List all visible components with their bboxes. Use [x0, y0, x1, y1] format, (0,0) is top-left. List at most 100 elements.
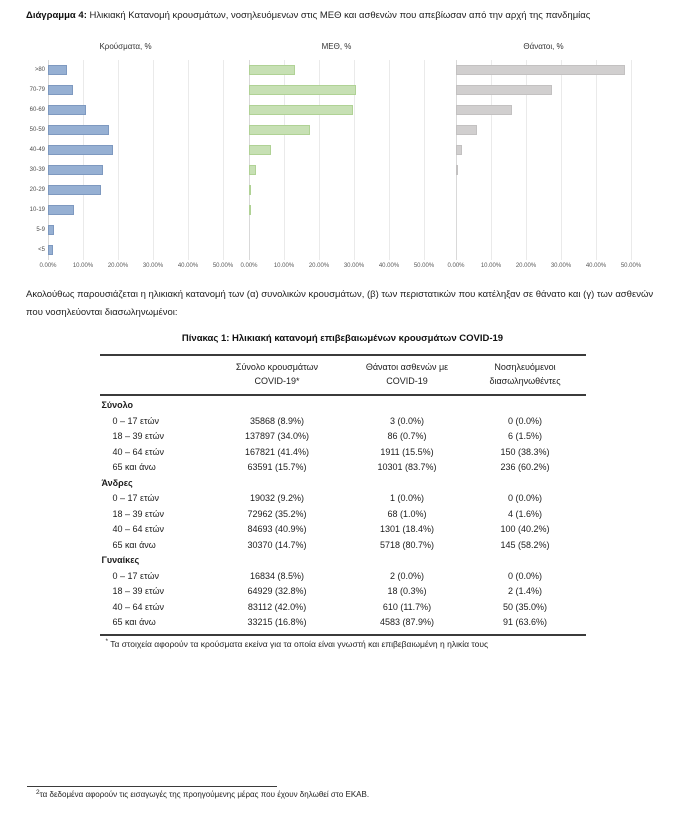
- tick-label: 10.00%: [72, 263, 94, 270]
- bar-70-79: [48, 85, 73, 96]
- table-row: 0 – 17 ετών 16834 (8.5%) 2 (0.0%) 0 (0.0%): [100, 569, 586, 585]
- gridline: [153, 60, 154, 261]
- bar-row: [456, 160, 631, 180]
- table-header: Σύνολο κρουσμάτων COVID-19* Θάνατοι ασθε…: [99, 354, 586, 397]
- value-cell: 610 (11.7%): [382, 601, 432, 612]
- gridline: [526, 60, 527, 261]
- bar-row: [48, 140, 223, 160]
- category-axis: >80 70-79 60-69 50-59 40-49 30-39 20-29 10-19 5-…: [28, 60, 48, 260]
- tick-label: 30.00%: [142, 263, 164, 270]
- bar-40-49: [456, 145, 462, 156]
- table: Σύνολο κρουσμάτων COVID-19* Θάνατοι ασθε…: [99, 354, 586, 649]
- section-row: Γυναίκες: [101, 555, 140, 566]
- value-cell: 91 (63.6%): [502, 617, 548, 628]
- table-row: 65 και άνω 63591 (15.7%) 10301 (83.7%) 236 …: [100, 460, 586, 476]
- age-group-cell: 0 – 17 ετών: [112, 415, 160, 426]
- category-label: 20-29: [29, 187, 45, 194]
- bar-row: [48, 240, 223, 260]
- value-cell: 150 (38.3%): [500, 446, 550, 457]
- value-cell: 236 (60.2%): [500, 462, 550, 473]
- bar-60-69: [48, 105, 86, 116]
- tick-label: 10.00%: [273, 263, 295, 270]
- bar-row: [48, 120, 223, 140]
- value-cell: 68 (1.0%): [387, 508, 427, 519]
- value-cell: 33215 (16.8%): [247, 617, 307, 628]
- age-group-cell: 18 – 39 ετών: [112, 431, 165, 442]
- bar-70-79: [456, 85, 552, 96]
- age-group-cell: 65 και άνω: [112, 462, 156, 473]
- tick-label: 0.00%: [240, 263, 258, 270]
- category-label: 50-59: [29, 127, 45, 134]
- intro-paragraph: Ακολούθως παρουσιάζεται η ηλικιακή καταν…: [26, 289, 654, 318]
- bar-row: [456, 240, 631, 260]
- value-cell: 6 (1.5%): [507, 431, 542, 442]
- page-title-text: Ηλικιακή Κατανομή κρουσμάτων, νοσηλευόμε…: [86, 10, 591, 21]
- table-row: 40 – 64 ετών 167821 (41.4%) 1911 (15.5%) 15…: [100, 445, 586, 461]
- bar-row: [249, 120, 424, 140]
- age-group-cell: 40 – 64 ετών: [112, 524, 165, 535]
- bar-30-39: [456, 165, 458, 176]
- age-group-cell: 65 και άνω: [112, 539, 156, 550]
- bar-30-39: [48, 165, 103, 176]
- gridline: [424, 60, 425, 261]
- bar-row: [249, 200, 424, 220]
- value-cell: 1911 (15.5%): [380, 446, 434, 457]
- category-label: >80: [34, 67, 45, 74]
- value-cell: 167821 (41.4%): [244, 446, 310, 457]
- gridline: [223, 60, 224, 261]
- value-cell: 145 (58.2%): [500, 539, 550, 550]
- table-row: 18 – 39 ετών 72962 (35.2%) 68 (1.0%) 4 (1.6…: [100, 507, 586, 523]
- plot-area: [249, 60, 425, 261]
- bar->80: [249, 65, 295, 76]
- column-header-total-cases: Σύνολο κρουσμάτων COVID-19*: [235, 362, 319, 387]
- age-group-cell: 18 – 39 ετών: [112, 586, 165, 597]
- bottom-footnote: 2τα δεδομένα αφορούν τις εισαγωγές της π…: [36, 789, 369, 799]
- bar-row: [249, 240, 424, 260]
- tick-label: 40.00%: [177, 263, 199, 270]
- tick-label: 40.00%: [378, 263, 400, 270]
- category-label: 40-49: [29, 147, 45, 154]
- bar-row: [456, 140, 631, 160]
- value-cell: 1 (0.0%): [389, 493, 424, 504]
- table-footnote-marker: *: [105, 637, 109, 645]
- age-group-cell: 18 – 39 ετών: [112, 508, 165, 519]
- bar-row: [249, 60, 424, 80]
- gridline: [491, 60, 492, 261]
- bar-20-29: [48, 185, 102, 196]
- value-cell: 83112 (42.0%): [247, 601, 307, 612]
- age-group-cell: 0 – 17 ετών: [112, 493, 160, 504]
- bar-row: [456, 60, 631, 80]
- value-cell: 72962 (35.2%): [247, 508, 307, 519]
- x-axis: 0.00% 10.00% 20.00% 30.00% 40.00% 50.00%: [39, 263, 233, 272]
- bar-row: [456, 180, 631, 200]
- bar-row: [48, 220, 223, 240]
- column-header-intubated: Νοσηλευόμενοι διασωληνωθέντες: [489, 362, 561, 387]
- bar-row: [48, 160, 223, 180]
- value-cell: 5718 (80.7%): [379, 539, 435, 550]
- bar-5-9: [48, 225, 55, 236]
- value-cell: 10301 (83.7%): [377, 462, 437, 473]
- bar-40-49: [249, 145, 272, 156]
- table-row: 65 και άνω 33215 (16.8%) 4583 (87.9%) 91 (6…: [100, 615, 586, 631]
- bar-row: [249, 180, 424, 200]
- tick-label: 40.00%: [585, 263, 607, 270]
- category-label: 10-19: [29, 207, 45, 214]
- bar-row: [48, 80, 223, 100]
- gridline: [561, 60, 562, 261]
- bar-50-59: [48, 125, 109, 136]
- charts-row: Κρούσματα, % >80 70-79 60-69 50-59 40-49 30-3…: [28, 42, 685, 272]
- tick-label: 20.00%: [308, 263, 330, 270]
- bar-row: [48, 60, 223, 80]
- bar-40-49: [48, 145, 113, 156]
- tick-label: 20.00%: [515, 263, 537, 270]
- value-cell: 18 (0.3%): [387, 586, 427, 597]
- age-group-cell: 40 – 64 ετών: [112, 446, 165, 457]
- bar-row: [48, 200, 223, 220]
- column-header-deaths: Θάνατοι ασθενών με COVID-19: [365, 362, 449, 387]
- tick-label: 50.00%: [413, 263, 435, 270]
- age-group-cell: 0 – 17 ετών: [112, 570, 160, 581]
- tick-label: 20.00%: [107, 263, 129, 270]
- plot-area: [48, 60, 224, 261]
- value-cell: 137897 (34.0%): [244, 431, 310, 442]
- value-cell: 0 (0.0%): [507, 493, 542, 504]
